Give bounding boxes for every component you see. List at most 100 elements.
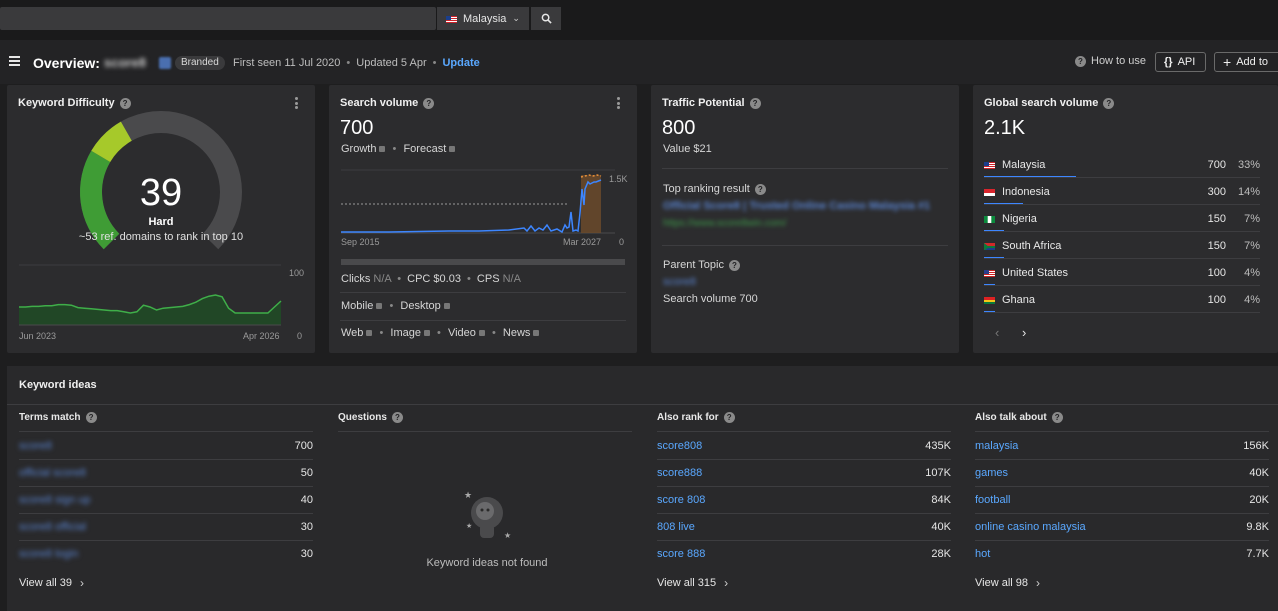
view-all-link[interactable]: View all 98 › bbox=[975, 576, 1040, 590]
search-button[interactable] bbox=[531, 7, 561, 30]
keyword-volume: 9.8K bbox=[1246, 520, 1269, 533]
tp-value-label: Value $21 bbox=[663, 143, 712, 155]
view-all-link[interactable]: View all 315 › bbox=[657, 576, 728, 590]
keyword-row[interactable]: score 888 28K bbox=[657, 540, 951, 567]
keyword-row[interactable]: score888 107K bbox=[657, 459, 951, 486]
divider bbox=[984, 258, 1260, 259]
keyword-row[interactable]: score 808 84K bbox=[657, 486, 951, 513]
sv-title-text: Search volume bbox=[340, 97, 419, 109]
keyword-row[interactable]: malaysia 156K bbox=[975, 432, 1269, 459]
api-button[interactable]: {} API bbox=[1155, 52, 1206, 72]
view-all-link[interactable]: View all 39 › bbox=[19, 576, 84, 590]
gsv-row[interactable]: Malaysia 700 33% bbox=[984, 151, 1260, 178]
keyword-link[interactable]: score8 login bbox=[19, 547, 79, 560]
hamburger-menu-icon[interactable] bbox=[9, 56, 20, 66]
keyword-link[interactable]: malaysia bbox=[975, 439, 1019, 452]
keyword-link[interactable]: score8 sign up bbox=[19, 493, 91, 506]
braces-icon: {} bbox=[1164, 56, 1173, 68]
meta-separator: • bbox=[432, 57, 437, 69]
top-ranking-result-link[interactable]: Official Score8 | Trusted Online Casino … bbox=[663, 200, 931, 212]
keyword-link[interactable]: 808 live bbox=[657, 520, 695, 533]
cpc-value: CPC $0.03 bbox=[407, 273, 461, 285]
web-label[interactable]: Web bbox=[341, 327, 364, 339]
device-row: Mobile • Desktop bbox=[341, 300, 450, 312]
united-states-flag-icon bbox=[984, 269, 995, 277]
gsv-row[interactable]: Indonesia 300 14% bbox=[984, 178, 1260, 205]
keyword-link[interactable]: hot bbox=[975, 547, 991, 560]
chevron-right-icon: › bbox=[1036, 576, 1040, 590]
growth-label[interactable]: Growth bbox=[341, 143, 377, 155]
keyword-link[interactable]: games bbox=[975, 466, 1009, 479]
top-ranking-result-url[interactable]: https://www.score8win.com/ bbox=[663, 218, 787, 229]
gsv-percent: 7% bbox=[1244, 239, 1260, 252]
help-icon[interactable]: ? bbox=[119, 97, 131, 109]
help-icon[interactable]: ? bbox=[423, 97, 435, 109]
gsv-row[interactable]: South Africa 150 7% bbox=[984, 232, 1260, 259]
country-selector[interactable]: Malaysia ⌄ bbox=[437, 7, 529, 30]
keyword-link[interactable]: score888 bbox=[657, 466, 703, 479]
prev-page-icon[interactable]: ‹ bbox=[995, 325, 1000, 340]
keyword-link[interactable]: online casino malaysia bbox=[975, 520, 1086, 533]
clicks-value: N/A bbox=[373, 273, 392, 285]
keyword-row[interactable]: score8 login 30 bbox=[19, 540, 313, 567]
lock-icon bbox=[423, 330, 430, 337]
update-link[interactable]: Update bbox=[442, 57, 480, 69]
keyword-link[interactable]: score 888 bbox=[657, 547, 706, 560]
mobile-label[interactable]: Mobile bbox=[341, 300, 374, 312]
help-icon[interactable]: ? bbox=[1051, 412, 1063, 423]
help-icon[interactable]: ? bbox=[749, 97, 761, 109]
next-page-icon[interactable]: › bbox=[1022, 325, 1027, 340]
help-icon[interactable]: ? bbox=[85, 412, 97, 423]
help-icon[interactable]: ? bbox=[754, 183, 766, 195]
view-all-label: View all 98 bbox=[975, 577, 1028, 589]
keyword-row[interactable]: score8 sign up 40 bbox=[19, 486, 313, 513]
separator: • bbox=[437, 327, 441, 339]
keyword-row[interactable]: 808 live 40K bbox=[657, 513, 951, 540]
gsv-country: Malaysia bbox=[1002, 158, 1046, 171]
help-icon[interactable]: ? bbox=[723, 412, 735, 423]
top-bar: Malaysia ⌄ bbox=[0, 0, 1278, 40]
keyword-row[interactable]: online casino malaysia 9.8K bbox=[975, 513, 1269, 540]
keyword-row[interactable]: football 20K bbox=[975, 486, 1269, 513]
gsv-row[interactable]: Nigeria 150 7% bbox=[984, 205, 1260, 232]
sv-metrics-row: Clicks N/A • CPC $0.03 • CPS N/A bbox=[341, 273, 521, 285]
gsv-row[interactable]: United States 100 4% bbox=[984, 259, 1260, 286]
desktop-label[interactable]: Desktop bbox=[400, 300, 441, 312]
keyword-row[interactable]: score808 435K bbox=[657, 432, 951, 459]
divider bbox=[984, 312, 1260, 313]
help-icon[interactable]: ? bbox=[391, 412, 403, 423]
video-label[interactable]: Video bbox=[447, 327, 476, 339]
kd-level: Hard bbox=[148, 216, 174, 228]
kd-value: 39 bbox=[139, 172, 183, 214]
add-to-button[interactable]: + Add to bbox=[1214, 52, 1278, 72]
keyword-link[interactable]: score8 official bbox=[19, 520, 87, 533]
kd-title-text: Keyword Difficulty bbox=[18, 97, 115, 109]
cps-value: N/A bbox=[502, 273, 521, 285]
more-options-icon[interactable] bbox=[617, 97, 620, 109]
news-label[interactable]: News bbox=[502, 327, 531, 339]
help-icon[interactable]: ? bbox=[728, 259, 740, 271]
more-options-icon[interactable] bbox=[295, 97, 298, 109]
keyword-row[interactable]: hot 7.7K bbox=[975, 540, 1269, 567]
help-icon[interactable]: ? bbox=[1103, 97, 1115, 109]
keyword-link[interactable]: football bbox=[975, 493, 1011, 506]
separator: • bbox=[379, 327, 384, 339]
keyword-link[interactable]: score808 bbox=[657, 439, 703, 452]
keyword-row[interactable]: score8 700 bbox=[19, 432, 313, 459]
how-to-use-link[interactable]: ? How to use bbox=[1075, 55, 1146, 67]
keyword-search-input[interactable] bbox=[0, 7, 436, 30]
keyword-volume: 84K bbox=[931, 493, 951, 506]
keyword-link[interactable]: score 808 bbox=[657, 493, 706, 506]
gsv-volume: 300 bbox=[1207, 185, 1226, 198]
keyword-link[interactable]: official score8 bbox=[19, 466, 87, 479]
keyword-link[interactable]: score8 bbox=[19, 439, 53, 452]
keyword-row[interactable]: official score8 50 bbox=[19, 459, 313, 486]
gsv-row[interactable]: Ghana 100 4% bbox=[984, 286, 1260, 313]
image-label[interactable]: Image bbox=[390, 327, 421, 339]
lock-icon bbox=[449, 146, 456, 153]
sv-history-chart bbox=[341, 169, 625, 265]
keyword-row[interactable]: score8 official 30 bbox=[19, 513, 313, 540]
forecast-label[interactable]: Forecast bbox=[403, 143, 447, 155]
keyword-row[interactable]: games 40K bbox=[975, 459, 1269, 486]
parent-topic-link[interactable]: score8 bbox=[663, 276, 697, 288]
